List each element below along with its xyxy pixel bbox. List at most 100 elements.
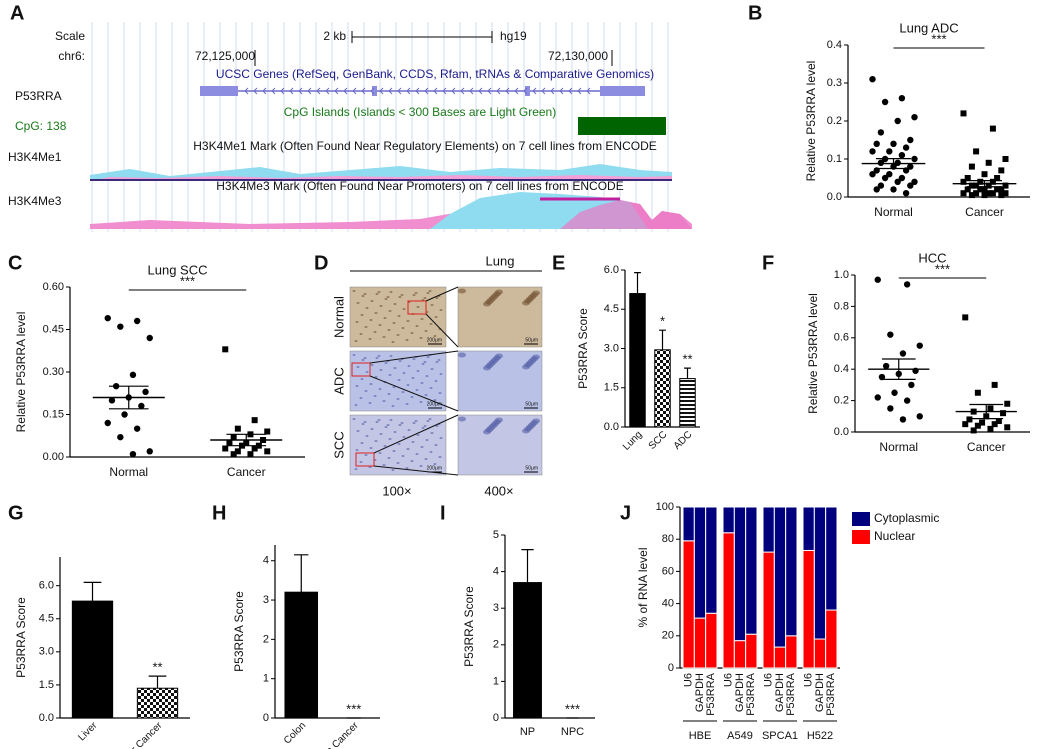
y-tick-label: 0.0	[39, 712, 54, 724]
data-point	[894, 117, 901, 125]
tissue-texture	[425, 439, 429, 441]
tissue-texture	[407, 365, 411, 367]
tissue-texture	[361, 295, 365, 297]
tissue-texture	[354, 468, 358, 470]
data-point	[968, 192, 975, 199]
tissue-texture	[434, 380, 438, 382]
data-point	[908, 381, 915, 389]
data-point	[247, 451, 254, 458]
data-point	[873, 140, 880, 147]
tissue-texture	[423, 361, 427, 363]
data-point	[899, 416, 907, 423]
significance-label: **	[152, 660, 162, 675]
data-point	[989, 125, 996, 132]
tissue-texture	[396, 334, 400, 336]
x-tick-label: U6	[723, 673, 735, 687]
data-point	[899, 350, 907, 357]
tissue-texture	[406, 448, 410, 450]
legend-label: Cytoplasmic	[874, 511, 939, 525]
tissue-texture	[414, 420, 418, 422]
y-tick-label: 0.45	[43, 323, 64, 335]
error-bar	[969, 403, 1004, 420]
tissue-texture	[402, 372, 406, 374]
y-tick-label: 0.0	[827, 191, 842, 203]
tissue-texture	[352, 418, 356, 420]
data-point	[230, 434, 237, 441]
error-bar	[881, 358, 916, 381]
y-tick-label: 0.0	[834, 426, 849, 438]
y-tick-label: 2	[493, 639, 499, 651]
x-tick-label: GAPDH	[734, 673, 746, 712]
tissue-texture	[356, 430, 360, 432]
tissue-texture	[379, 369, 383, 371]
x-tick-label: Lung	[621, 429, 645, 453]
y-tick-label: 3	[493, 602, 499, 614]
data-point	[874, 276, 881, 283]
tissue-texture	[402, 436, 406, 438]
data-point	[994, 175, 1001, 181]
y-tick-label: 20	[662, 630, 674, 642]
tissue-texture	[426, 420, 430, 422]
tissue-texture	[391, 341, 395, 343]
tissue-texture	[434, 316, 438, 318]
tissue-texture	[438, 392, 442, 394]
scale-bar-label: 200μm	[427, 465, 442, 471]
group-label: SPCA1	[762, 730, 798, 742]
tissue-texture	[434, 444, 438, 446]
data-point	[894, 178, 901, 185]
tissue-texture	[400, 422, 404, 424]
bar-segment	[825, 609, 838, 669]
data-point	[1002, 182, 1009, 189]
tissue-texture	[392, 322, 396, 324]
legend-label: Nuclear	[874, 529, 915, 543]
data-point	[966, 416, 973, 423]
micrograph	[349, 414, 447, 476]
data-point	[894, 159, 901, 166]
data-point	[907, 182, 914, 189]
y-tick-label: 0.4	[827, 39, 842, 51]
tissue-texture	[420, 446, 424, 448]
data-point	[1000, 410, 1007, 417]
significance-label: ***	[931, 31, 946, 46]
data-point	[882, 362, 890, 370]
error-bar	[294, 554, 309, 593]
panel-label: F	[762, 252, 774, 274]
tissue-texture	[355, 449, 359, 451]
y-axis-label: P53RRA Score	[14, 597, 28, 678]
data-point	[964, 186, 971, 193]
tissue-texture	[379, 305, 383, 307]
data-point	[987, 425, 994, 432]
tissue-texture	[423, 425, 427, 427]
track-title: UCSC Genes (RefSeq, GenBank, CCDS, Rfam,…	[216, 67, 654, 81]
data-point	[146, 448, 153, 455]
tissue-texture	[361, 359, 365, 361]
data-point	[226, 439, 233, 446]
tissue-texture	[355, 385, 359, 387]
data-point	[890, 140, 897, 147]
x-tick-label: ADC	[672, 429, 695, 452]
data-point	[222, 445, 229, 452]
tissue-texture	[420, 382, 424, 384]
y-tick-label: 0.15	[43, 408, 64, 420]
tissue-texture	[382, 464, 386, 466]
tissue-texture	[373, 395, 377, 397]
error-bar	[226, 433, 267, 447]
tissue-texture	[365, 307, 369, 309]
tissue-texture	[412, 358, 416, 360]
zoom-line	[373, 465, 459, 476]
track-name: H3K4Me3	[8, 194, 62, 208]
tissue-texture	[410, 396, 414, 398]
bar-segment	[773, 506, 787, 648]
tissue-texture	[419, 465, 423, 467]
tissue-texture	[368, 338, 372, 340]
tissue-texture	[361, 423, 365, 425]
data-point	[1002, 156, 1009, 162]
tissue-texture	[407, 429, 411, 431]
bar-segment	[813, 506, 827, 640]
tissue-texture	[388, 438, 392, 440]
scale-length: 2 kb	[323, 29, 346, 43]
tissue-texture	[375, 293, 379, 295]
data-point	[974, 422, 981, 429]
tissue-texture	[433, 399, 437, 401]
tissue-texture	[364, 326, 368, 328]
